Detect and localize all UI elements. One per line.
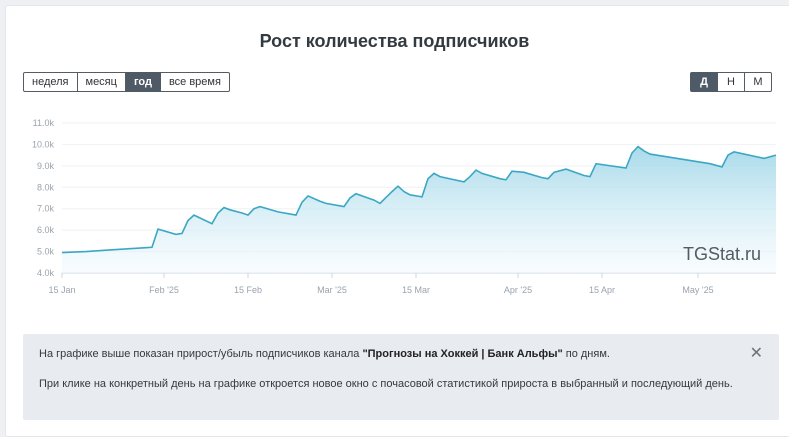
y-tick-label: 7.0k	[37, 204, 55, 214]
x-axis: 15 Jan Feb '25 15 Feb Mar '25 15 Mar Apr '25 1…	[48, 272, 776, 295]
subscriber-series-line	[61, 145, 777, 254]
y-tick-label: 5.0k	[37, 247, 55, 257]
x-tick-label: Apr '25	[504, 285, 532, 295]
x-tick-label: 15 Mar	[402, 285, 430, 295]
granularity-selector: Д Н М	[690, 72, 772, 92]
subscriber-area-chart[interactable]: 4.0k 5.0k 6.0k 7.0k 8.0k 9.0k 10.0k 11.0k 15 Ja…	[0, 105, 789, 305]
period-week-button[interactable]: неделя	[23, 72, 78, 92]
close-icon[interactable]: ✕	[749, 345, 763, 362]
y-axis: 4.0k 5.0k 6.0k 7.0k 8.0k 9.0k 10.0k 11.0k	[32, 118, 55, 278]
period-month-button[interactable]: месяц	[77, 72, 126, 92]
x-tick-label: Mar '25	[317, 285, 347, 295]
y-tick-label: 6.0k	[37, 225, 55, 235]
x-tick-label: 15 Apr	[589, 285, 615, 295]
period-year-button[interactable]: год	[125, 72, 161, 92]
chart-title: Рост количества подписчиков	[259, 31, 530, 51]
y-tick-label: 9.0k	[37, 161, 55, 171]
info-line-1-after: по дням.	[562, 348, 610, 360]
y-tick-label: 11.0k	[33, 118, 55, 128]
period-selector: неделя месяц год все время	[23, 72, 230, 92]
subscriber-area-fill	[62, 146, 776, 273]
granularity-week-button[interactable]: Н	[718, 72, 745, 92]
info-panel: ✕ На графике выше показан прирост/убыль …	[23, 334, 779, 420]
y-tick-label: 8.0k	[37, 182, 55, 192]
channel-name: "Прогнозы на Хоккей | Банк Альфы"	[362, 348, 563, 360]
x-tick-label: Feb '25	[149, 285, 179, 295]
x-tick-label: May '25	[682, 285, 713, 295]
period-all-time-button[interactable]: все время	[160, 72, 230, 92]
info-line-1-before: На графике выше показан прирост/убыль по…	[39, 348, 363, 360]
info-line-2: При клике на конкретный день на графике …	[39, 378, 733, 390]
watermark: TGStat.ru	[683, 244, 761, 264]
x-tick-label: 15 Feb	[234, 285, 262, 295]
info-line-1: На графике выше показан прирост/убыль по…	[39, 345, 739, 363]
y-tick-label: 10.0k	[32, 139, 55, 149]
granularity-month-button[interactable]: М	[745, 72, 772, 92]
y-tick-label: 4.0k	[37, 268, 55, 278]
x-tick-label: 15 Jan	[48, 285, 75, 295]
granularity-day-button[interactable]: Д	[690, 72, 718, 92]
